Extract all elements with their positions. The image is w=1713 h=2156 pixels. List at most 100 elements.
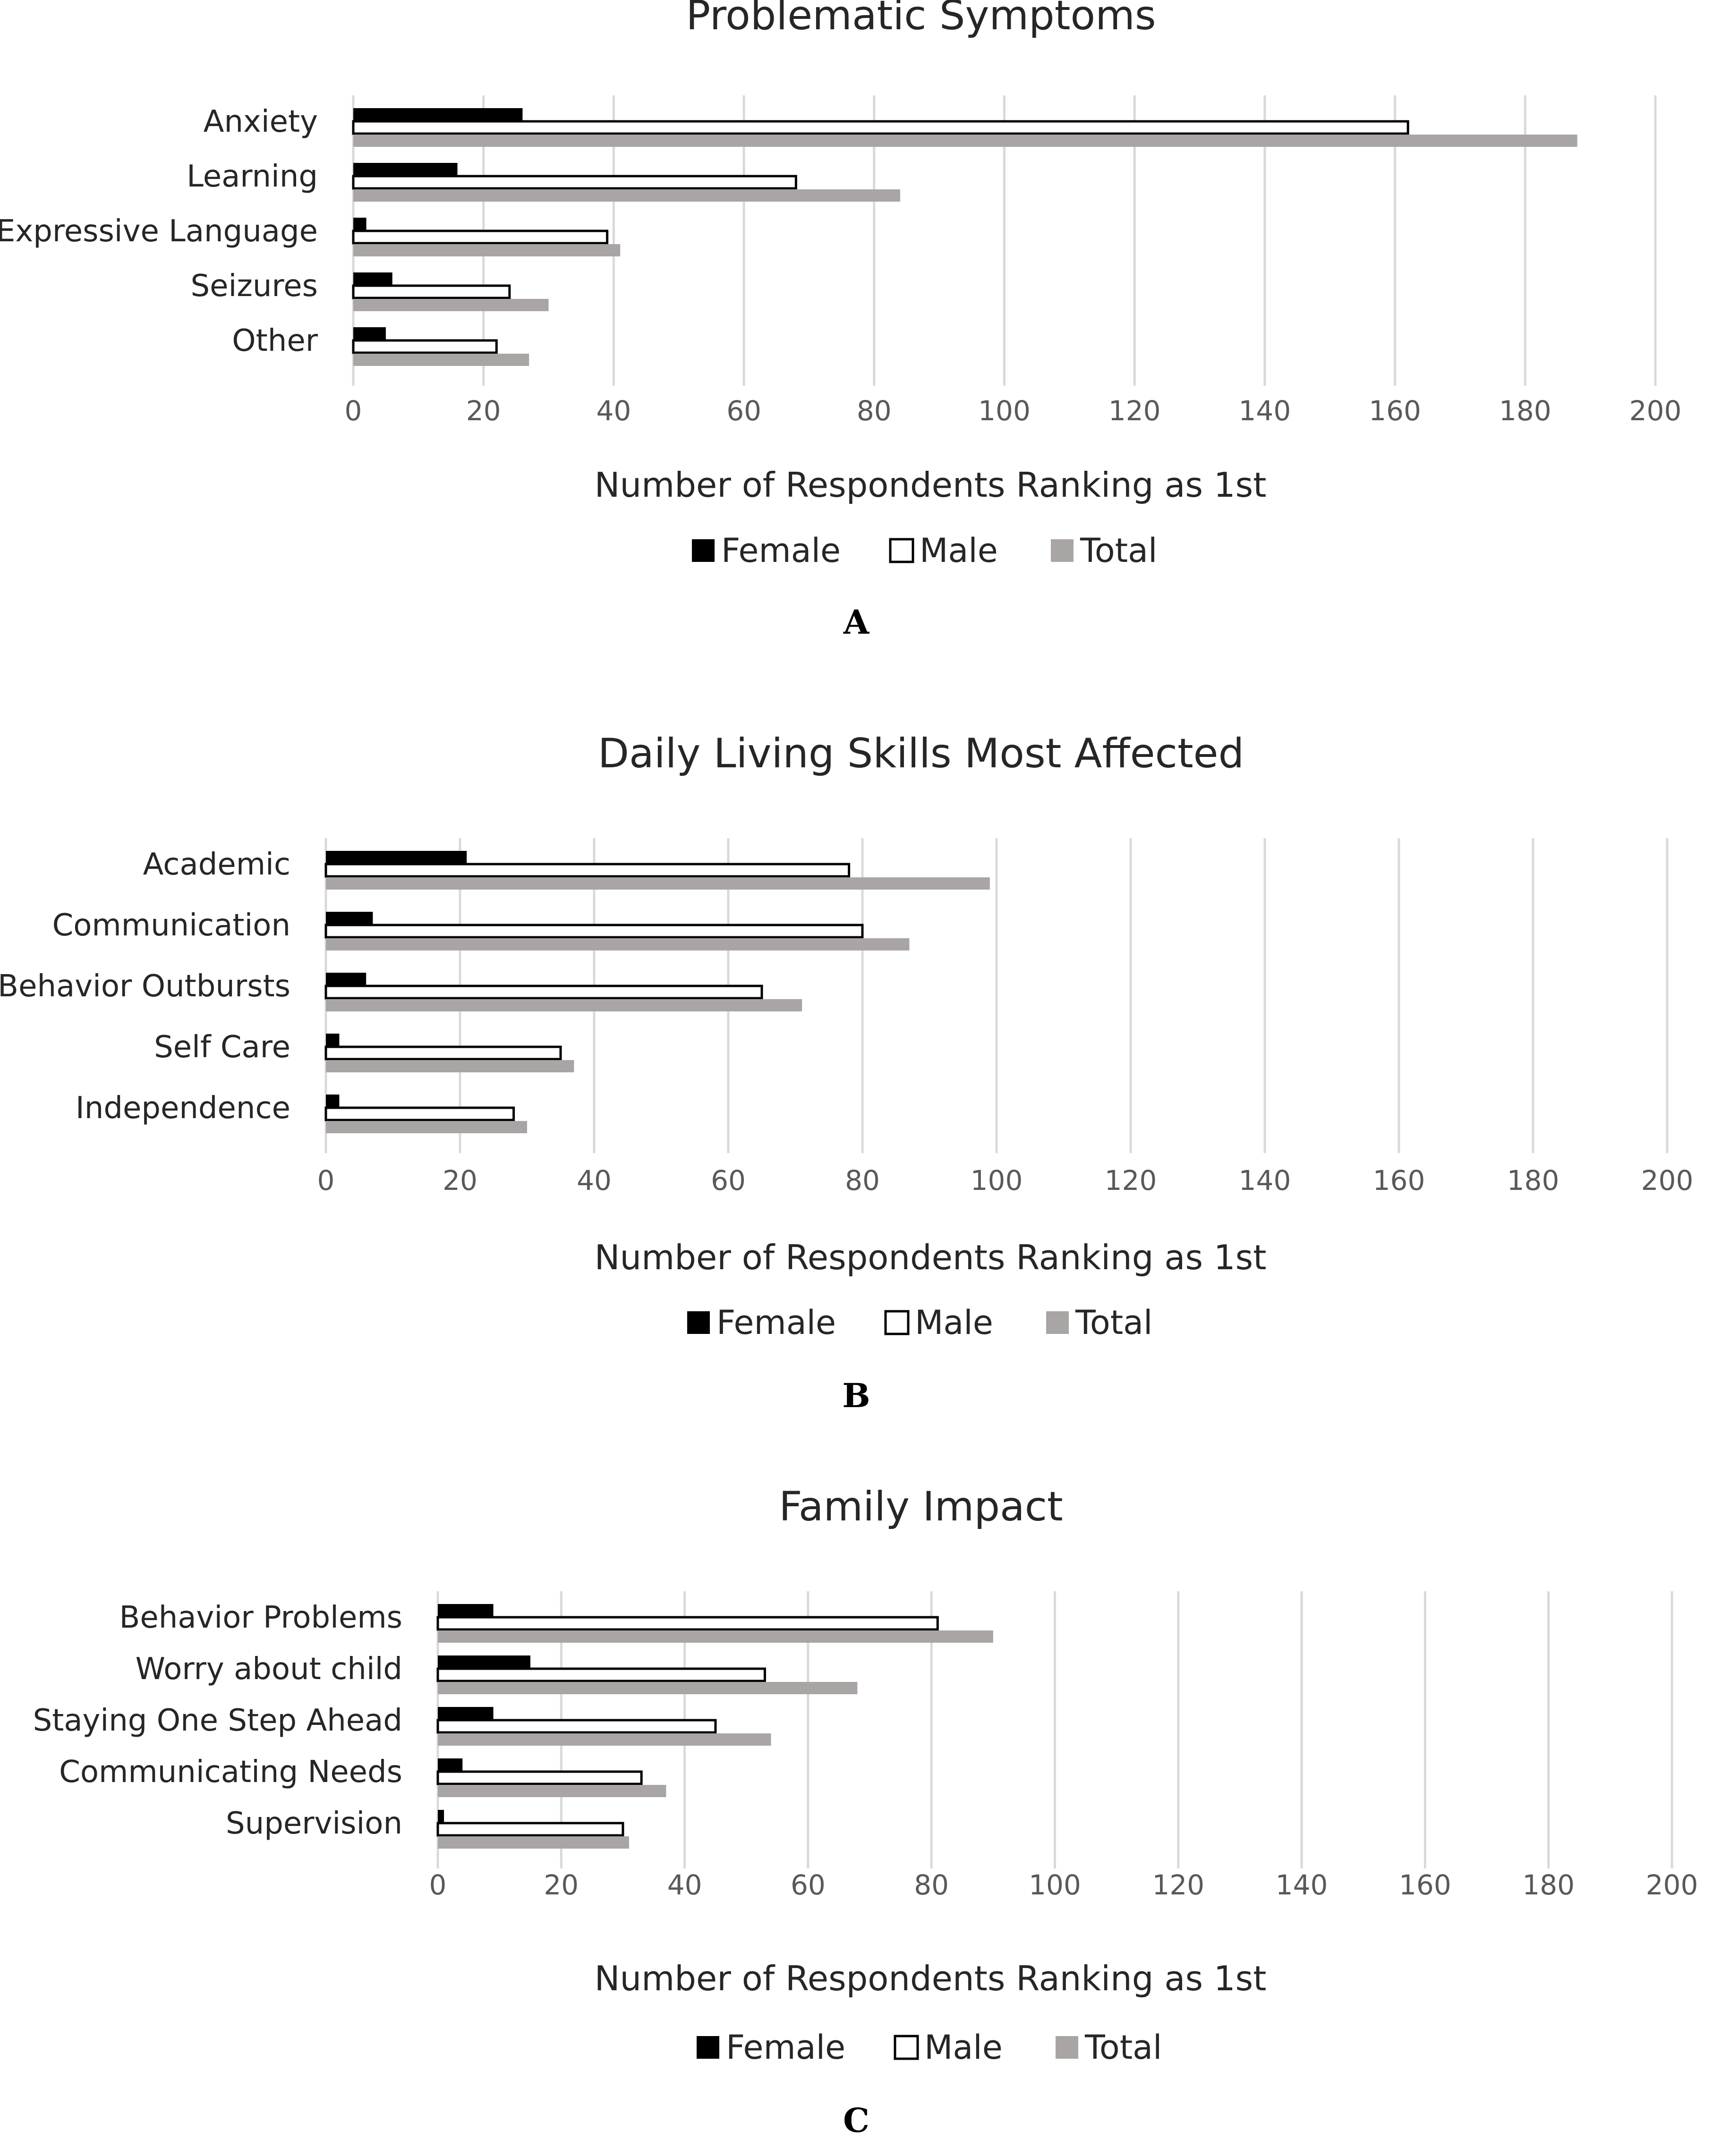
bar-male bbox=[352, 284, 511, 299]
category-label: Expressive Language bbox=[0, 214, 318, 249]
bar-male bbox=[436, 1770, 643, 1785]
legend-swatch-male bbox=[894, 2035, 919, 2060]
bar-female bbox=[438, 1604, 494, 1616]
bar-total bbox=[326, 938, 910, 951]
x-tick-label: 100 bbox=[971, 1164, 1023, 1197]
x-tick-label: 80 bbox=[857, 395, 892, 427]
bar-total bbox=[438, 1836, 630, 1849]
legend-swatch-total bbox=[1056, 2036, 1078, 2059]
legend-swatch-female bbox=[687, 1311, 710, 1334]
x-tick-label: 40 bbox=[667, 1869, 702, 1901]
legend-swatch-total bbox=[1046, 1311, 1069, 1334]
bar-female bbox=[438, 1810, 444, 1822]
bar-total bbox=[326, 1060, 574, 1072]
category-label: Worry about child bbox=[136, 1652, 402, 1687]
bar-male bbox=[352, 229, 609, 245]
legend-swatch-female bbox=[697, 2036, 719, 2059]
bar-male bbox=[436, 1719, 717, 1734]
legend-swatch-total bbox=[1051, 539, 1074, 562]
bar-total bbox=[353, 189, 900, 202]
x-tick-label: 120 bbox=[1152, 1869, 1204, 1901]
panel-label: C bbox=[843, 2101, 869, 2140]
bar-male bbox=[352, 175, 797, 190]
bar-male bbox=[352, 120, 1409, 135]
bar-total bbox=[326, 999, 802, 1011]
bar-total bbox=[438, 1785, 666, 1797]
legend-label-male: Male bbox=[915, 1303, 993, 1342]
x-tick-label: 0 bbox=[345, 395, 362, 427]
bar-male bbox=[324, 1106, 515, 1121]
category-label: Academic bbox=[143, 847, 290, 882]
category-label: Anxiety bbox=[204, 104, 318, 139]
x-axis-label: Number of Respondents Ranking as 1st bbox=[595, 1238, 1267, 1277]
bar-male bbox=[436, 1667, 766, 1682]
chart-title: Daily Living Skills Most Affected bbox=[598, 730, 1244, 777]
category-label: Independence bbox=[76, 1091, 290, 1126]
category-label: Communication bbox=[52, 908, 290, 943]
chart-panel-a: Problematic Symptoms Anxiety Learning Expre… bbox=[0, 0, 1681, 642]
bar-total bbox=[353, 354, 529, 366]
x-tick-label: 20 bbox=[443, 1164, 477, 1197]
x-tick-label: 180 bbox=[1522, 1869, 1575, 1901]
x-tick-label: 80 bbox=[845, 1164, 880, 1197]
bar-female bbox=[438, 1707, 494, 1719]
category-label: Behavior Outbursts bbox=[0, 969, 290, 1004]
legend: Female Male Total bbox=[697, 2028, 1162, 2067]
x-tick-label: 20 bbox=[466, 395, 501, 427]
x-tick-label: 200 bbox=[1641, 1164, 1694, 1197]
x-tick-label: 60 bbox=[726, 395, 761, 427]
bar-total bbox=[353, 299, 549, 311]
x-tick-label: 140 bbox=[1276, 1869, 1328, 1901]
legend: Female Male Total bbox=[692, 531, 1157, 570]
x-tick-label: 120 bbox=[1108, 395, 1161, 427]
bar-total bbox=[438, 1682, 858, 1694]
panel-label: A bbox=[843, 603, 870, 642]
chart-panel-b: Daily Living Skills Most Affected Academi… bbox=[0, 730, 1693, 1415]
x-tick-label: 60 bbox=[791, 1869, 826, 1901]
category-label: Staying One Step Ahead bbox=[33, 1703, 402, 1738]
x-tick-label: 200 bbox=[1629, 395, 1682, 427]
x-tick-label: 0 bbox=[317, 1164, 335, 1197]
category-label: Learning bbox=[187, 159, 318, 194]
x-tick-label: 60 bbox=[711, 1164, 746, 1197]
x-tick-label: 160 bbox=[1369, 395, 1421, 427]
bar-male bbox=[324, 924, 864, 939]
x-tick-label: 40 bbox=[596, 395, 631, 427]
legend: Female Male Total bbox=[687, 1303, 1152, 1342]
legend-swatch-male bbox=[889, 538, 914, 563]
bar-female bbox=[326, 912, 373, 924]
x-tick-label: 180 bbox=[1499, 395, 1551, 427]
bar-female bbox=[353, 327, 386, 340]
legend-label-male: Male bbox=[924, 2028, 1003, 2067]
x-tick-label: 0 bbox=[429, 1869, 447, 1901]
x-tick-label: 120 bbox=[1105, 1164, 1157, 1197]
chart-title: Problematic Symptoms bbox=[686, 0, 1156, 39]
chart-title: Family Impact bbox=[779, 1483, 1063, 1530]
x-tick-label: 40 bbox=[577, 1164, 612, 1197]
bar-total bbox=[326, 877, 990, 890]
bar-female bbox=[438, 1655, 530, 1668]
bar-total bbox=[353, 244, 621, 256]
x-tick-label: 140 bbox=[1239, 1164, 1291, 1197]
x-tick-label: 200 bbox=[1646, 1869, 1698, 1901]
bar-total bbox=[438, 1630, 993, 1643]
bar-total bbox=[438, 1733, 771, 1746]
bar-total bbox=[326, 1121, 527, 1133]
bar-male bbox=[324, 1045, 562, 1061]
x-tick-label: 180 bbox=[1507, 1164, 1560, 1197]
category-label: Supervision bbox=[226, 1806, 402, 1841]
x-tick-label: 160 bbox=[1399, 1869, 1451, 1901]
bar-female bbox=[353, 272, 392, 285]
legend-label-total: Total bbox=[1084, 2028, 1162, 2067]
category-label: Behavior Problems bbox=[119, 1600, 402, 1635]
legend-label-female: Female bbox=[721, 531, 841, 570]
bar-female bbox=[326, 851, 467, 863]
legend-swatch-female bbox=[692, 539, 715, 562]
bar-male bbox=[436, 1822, 624, 1837]
legend-label-female: Female bbox=[716, 1303, 836, 1342]
bar-male bbox=[324, 985, 763, 1000]
bar-female bbox=[326, 973, 366, 985]
bar-male bbox=[324, 863, 851, 878]
category-label: Seizures bbox=[190, 269, 318, 304]
